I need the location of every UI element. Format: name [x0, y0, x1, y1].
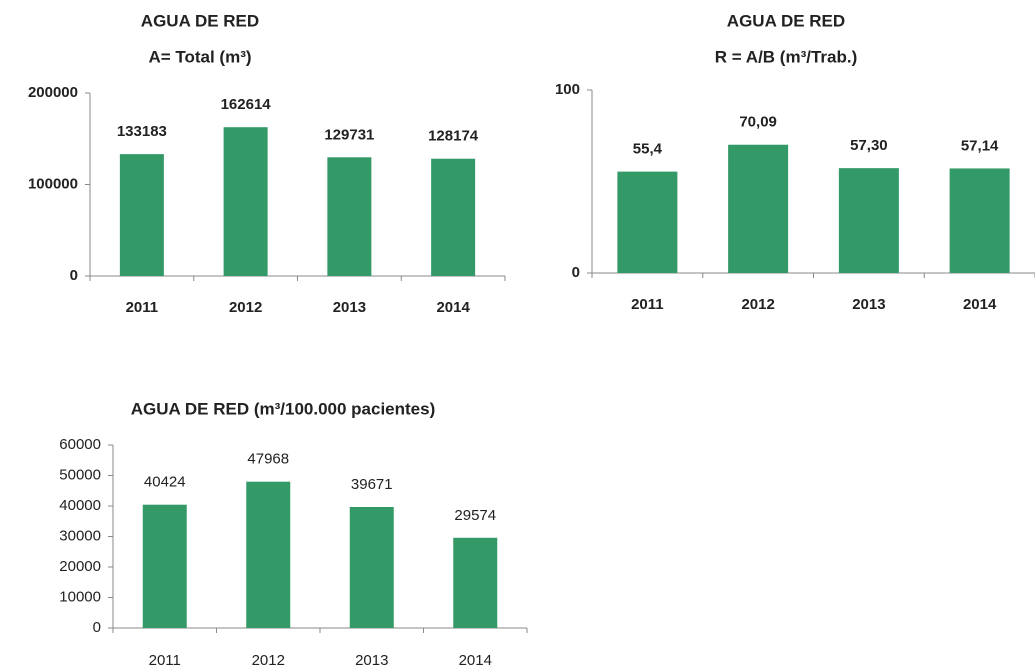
x-tick-label: 2013 — [333, 299, 366, 316]
x-tick-label: 2013 — [852, 296, 885, 313]
y-tick-label: 60000 — [59, 436, 101, 453]
bar — [728, 144, 789, 273]
y-tick-label: 30000 — [59, 527, 101, 544]
bar — [142, 504, 187, 628]
bar — [838, 168, 899, 273]
y-tick-label: 0 — [572, 264, 580, 281]
data-label: 40424 — [144, 474, 186, 491]
y-tick-label: 100000 — [28, 175, 78, 192]
chart: AGUA DE RED R = A/B (m³/Trab.) 0 100 55,4 201… — [555, 11, 1035, 313]
x-tick-label: 2012 — [741, 296, 774, 313]
data-label: 128174 — [428, 128, 479, 145]
x-tick-label: 2014 — [459, 652, 492, 668]
data-label: 162614 — [221, 96, 272, 113]
data-label: 57,30 — [850, 137, 888, 154]
bar — [349, 507, 394, 628]
bar — [949, 168, 1010, 273]
chart-subtitle: A= Total (m³) — [148, 47, 251, 66]
x-tick-label: 2012 — [252, 652, 285, 668]
y-tick-label: 0 — [93, 619, 101, 636]
y-tick-label: 0 — [70, 267, 78, 284]
y-tick-label: 40000 — [59, 497, 101, 514]
chart-subtitle: R = A/B (m³/Trab.) — [715, 47, 857, 66]
y-tick-label: 20000 — [59, 558, 101, 575]
x-tick-label: 2011 — [631, 296, 664, 313]
chart-title: AGUA DE RED — [727, 11, 845, 30]
x-tick-label: 2014 — [436, 299, 470, 316]
data-label: 47968 — [247, 451, 289, 468]
bar — [119, 154, 164, 276]
bar — [327, 157, 372, 276]
y-tick-label: 200000 — [28, 84, 78, 101]
data-label: 39671 — [351, 476, 393, 493]
chart-title: AGUA DE RED — [141, 11, 259, 30]
x-tick-label: 2012 — [229, 299, 262, 316]
chart: AGUA DE RED A= Total (m³) 0 100000 200000 133… — [28, 11, 506, 316]
y-tick-label: 50000 — [59, 466, 101, 483]
bar — [246, 481, 291, 628]
data-label: 133183 — [117, 123, 167, 140]
x-tick-label: 2014 — [963, 296, 997, 313]
data-label: 29574 — [454, 507, 496, 524]
chart: AGUA DE RED (m³/100.000 pacientes) 0 10000… — [59, 399, 528, 668]
bar — [223, 127, 268, 276]
bar — [617, 171, 678, 273]
chart-title: AGUA DE RED (m³/100.000 pacientes) — [131, 399, 436, 418]
data-label: 129731 — [324, 126, 374, 143]
x-tick-label: 2013 — [355, 652, 388, 668]
y-tick-label: 100 — [555, 81, 580, 98]
data-label: 57,14 — [961, 137, 999, 154]
data-label: 55,4 — [633, 141, 663, 158]
y-tick-label: 10000 — [59, 588, 101, 605]
data-label: 70,09 — [739, 114, 777, 131]
x-tick-label: 2011 — [149, 652, 181, 668]
bar — [431, 158, 476, 276]
bar — [453, 537, 498, 628]
x-tick-label: 2011 — [126, 299, 159, 316]
